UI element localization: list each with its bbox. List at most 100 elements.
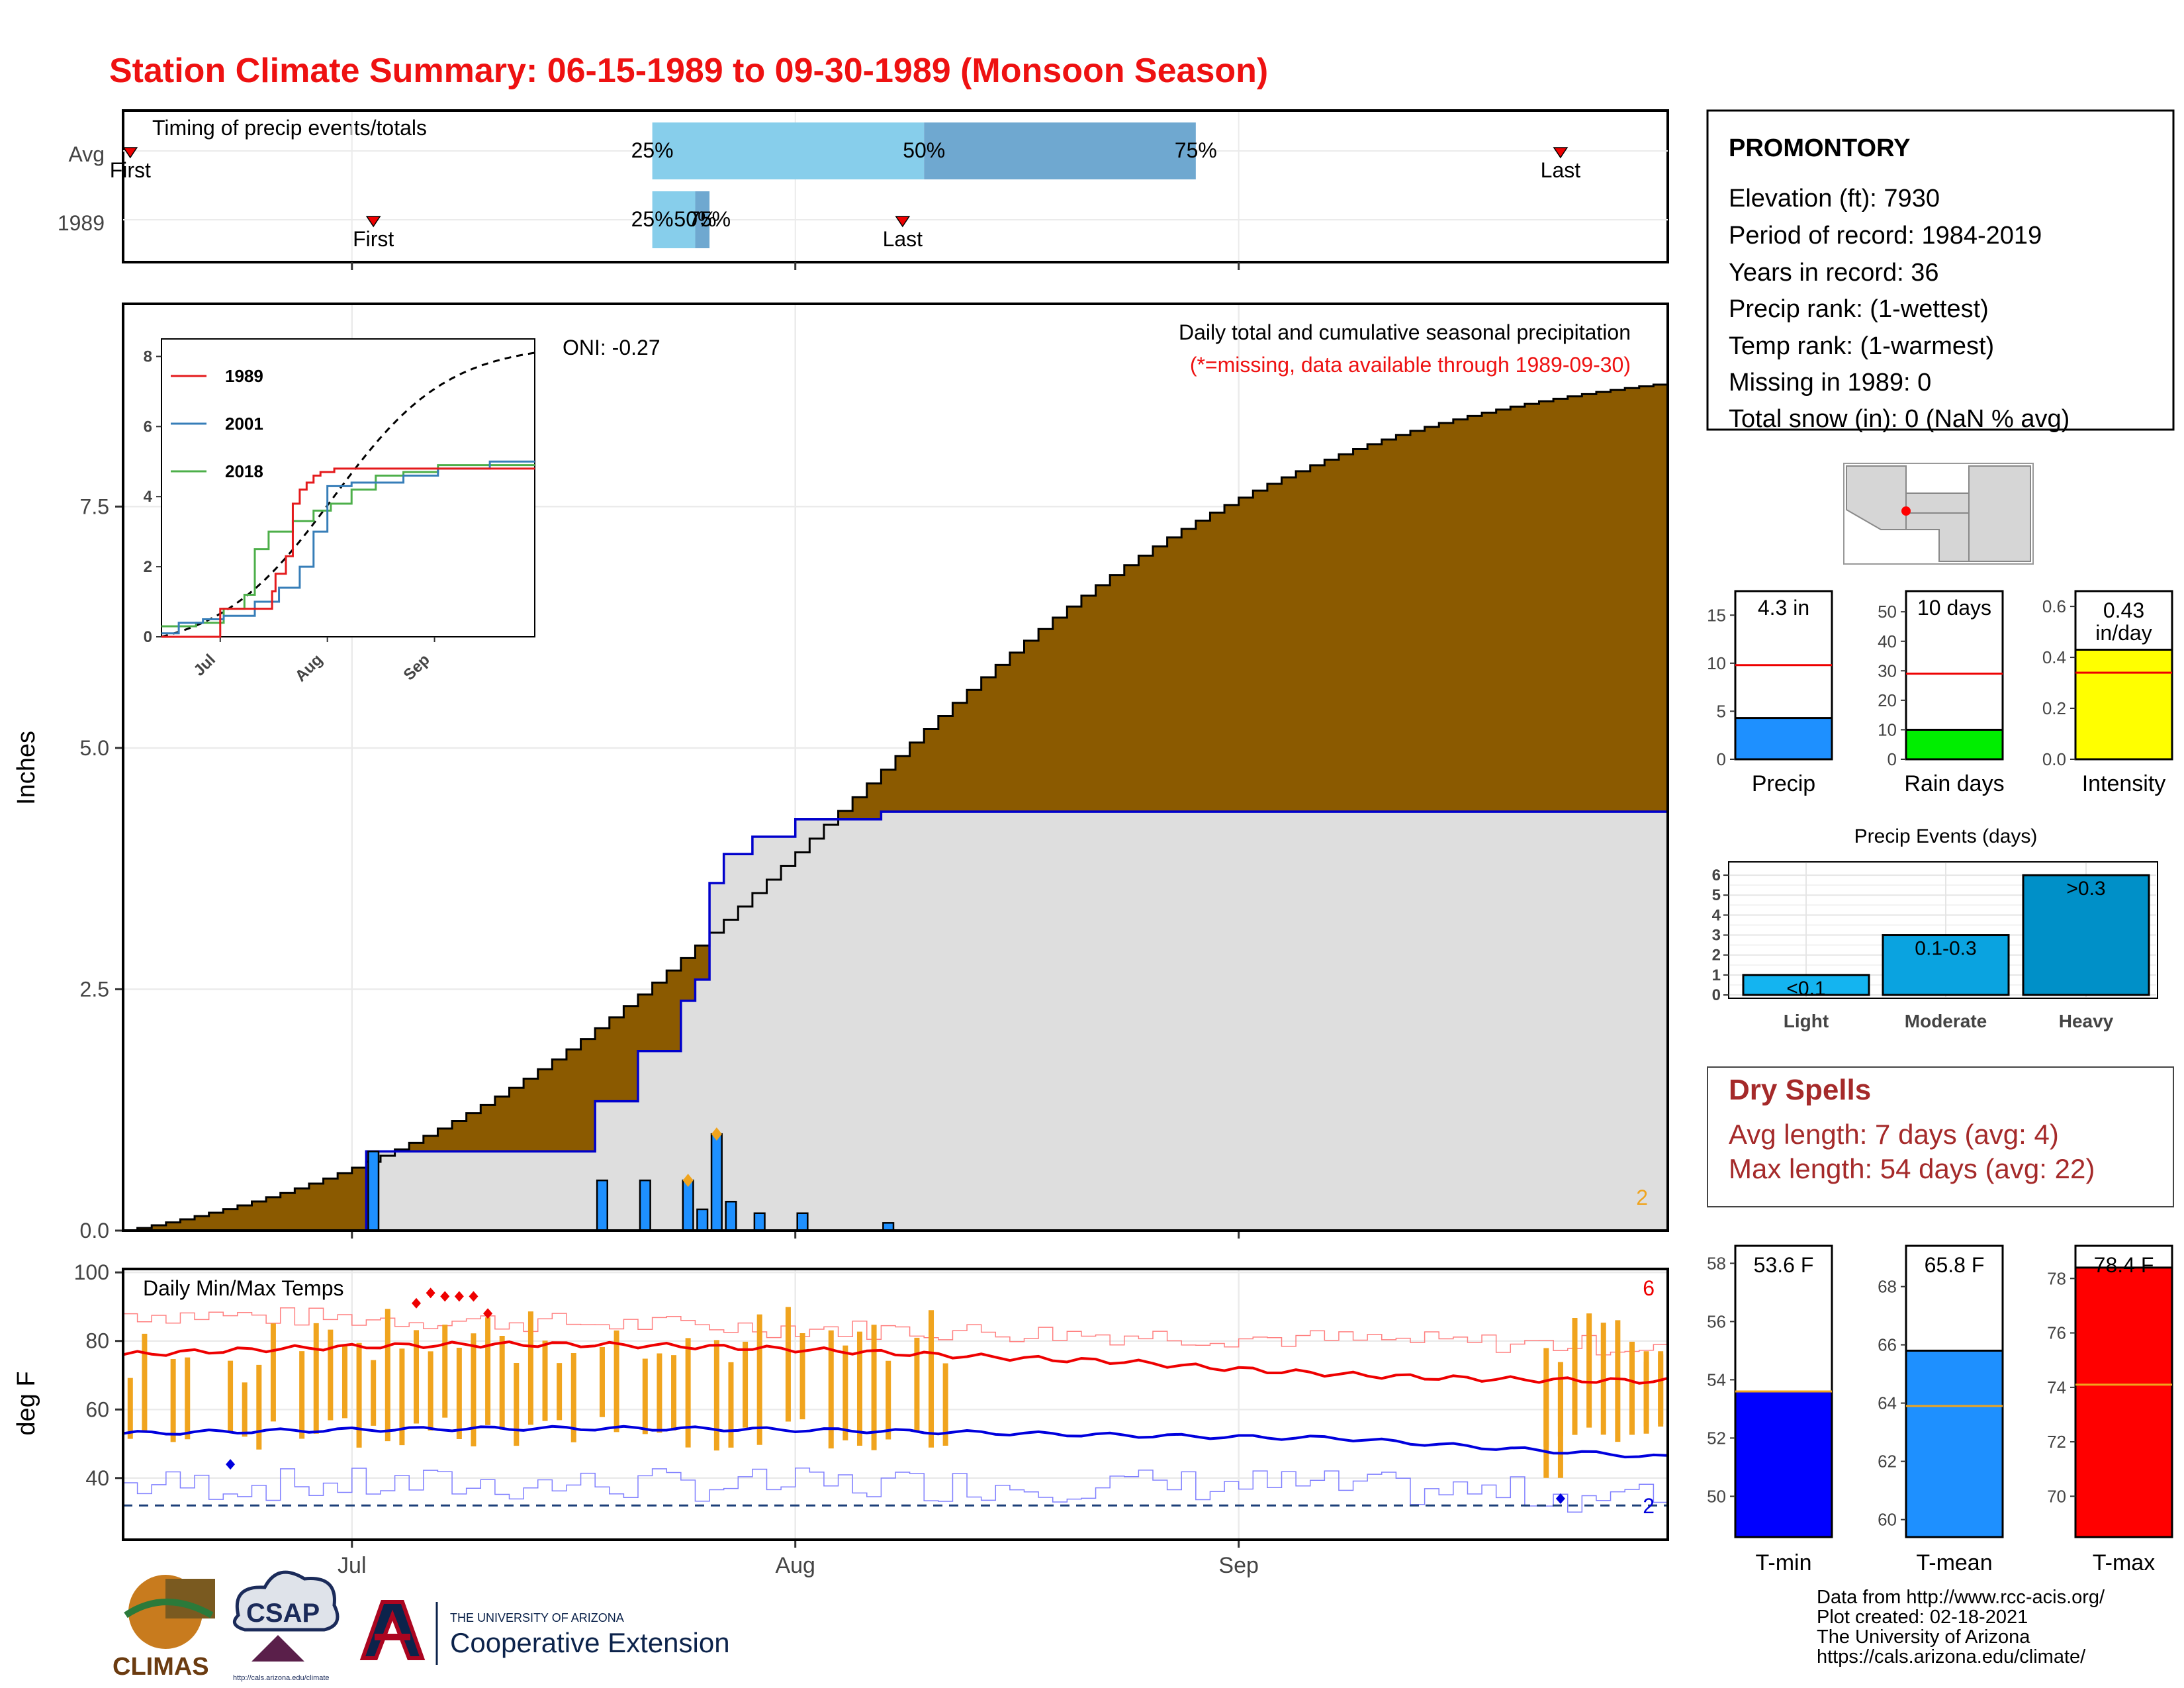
precip-panel: 0.0 2.5 5.0 7.5 Daily total and cumulative … — [13, 303, 1669, 1243]
station-frame — [1706, 109, 2175, 431]
temp-bar-t-max — [2074, 1266, 2173, 1538]
credit-plot-date: Plot created: 02-18-2021 — [1817, 1607, 2028, 1628]
inset-avg-line — [161, 352, 535, 638]
precip-y-tick-label: 7.5 — [80, 494, 109, 518]
temp-value-label: 65.8 F — [1925, 1253, 1985, 1277]
temps-y-tick-label: 100 — [74, 1260, 109, 1284]
temps-y-axis-label: deg F — [13, 1371, 40, 1435]
timing-quartile-1 — [652, 122, 925, 179]
cold-record-count: 2 — [1643, 1494, 1655, 1518]
precip-frame — [122, 303, 1669, 1232]
daily-precip-bar — [796, 1212, 809, 1232]
ua-extension: Cooperative Extension — [450, 1627, 730, 1658]
events-y-tick-label: 2 — [1712, 947, 1721, 964]
summary-y-tick-label: 50 — [1878, 602, 1897, 622]
daily-precip-bar — [639, 1179, 651, 1232]
avg-tmin-line — [122, 1425, 1668, 1459]
summary-y-tick-label: 0 — [1717, 749, 1726, 769]
temp-y-tick-label: 50 — [1707, 1486, 1726, 1506]
ua-a-mark — [359, 1600, 426, 1660]
climas-wordmark: CLIMAS — [113, 1653, 209, 1681]
ua-logo: THE UNIVERSITY OF ARIZONA Cooperative Ex… — [359, 1600, 730, 1665]
missing-count: 2 — [1636, 1186, 1648, 1209]
summary-bar-label: Rain days — [1904, 771, 2004, 796]
timing-quartile-2 — [924, 122, 1196, 179]
temp-y-tick-label: 68 — [1878, 1277, 1897, 1297]
cumulative-1989-fill — [123, 812, 1668, 1231]
dry-spells-box: Dry Spells Avg length: 7 days (avg: 4) M… — [1707, 1066, 2174, 1207]
avg-cumulative-line — [123, 383, 1668, 1232]
temp-bar-t-mean — [1905, 1349, 2004, 1538]
summary-bar-precip — [1734, 717, 1833, 761]
timing-row-avg-label: Avg — [68, 142, 105, 166]
timing-first-marker — [365, 216, 381, 228]
events-y-tick-label: 1 — [1712, 966, 1721, 984]
summary-y-tick-label: 0.4 — [2042, 647, 2066, 667]
precip-y-tick-label: 5.0 — [80, 736, 109, 760]
summary-y-tick-label: 0 — [1888, 749, 1897, 769]
dry-spells-title: Dry Spells — [1729, 1074, 1871, 1106]
inset-y-tick-label: 6 — [144, 418, 152, 436]
inset-legend-label: 2001 — [225, 414, 263, 434]
extreme-precip-marker — [711, 1127, 722, 1141]
temp-y-tick-label: 66 — [1878, 1335, 1897, 1355]
timing-quartile-2 — [695, 191, 710, 248]
missing-note: (*=missing, data available through 1989-… — [1190, 353, 1631, 377]
record-high-marker — [483, 1308, 493, 1319]
avg-tmax-line — [122, 1340, 1668, 1385]
timing-p25-label: 25% — [631, 138, 674, 162]
inset-y-tick-label: 8 — [144, 348, 152, 365]
record-high-marker — [469, 1291, 478, 1302]
summary-y-tick-label: 5 — [1717, 701, 1726, 721]
temp-y-tick-label: 72 — [2047, 1432, 2066, 1452]
daily-precip-bar — [682, 1179, 694, 1232]
events-y-tick-label: 5 — [1712, 886, 1721, 904]
temp-y-tick-label: 76 — [2047, 1323, 2066, 1343]
station-snow: Total snow (in): 0 (NaN % avg) — [1729, 405, 2070, 433]
precip-event-label: Light — [1784, 1011, 1829, 1031]
ua-a-bar — [375, 1634, 410, 1640]
temp-y-tick-label: 70 — [2047, 1486, 2066, 1506]
precip-event-value: >0.3 — [2066, 878, 2105, 900]
summary-y-tick-label: 15 — [1707, 605, 1726, 625]
station-years: Years in record: 36 — [1729, 259, 1939, 287]
cumulative-1989-line — [123, 810, 1668, 1232]
summary-bars: 0 5 10 15 4.3 in Precip 0 10 20 30 40 50 10 days Rain… — [1707, 590, 2173, 796]
record-low-marker — [1555, 1493, 1565, 1504]
station-name: PROMONTORY — [1729, 134, 1910, 162]
temp-bar-label: T-max — [2093, 1550, 2155, 1575]
record-min-line — [123, 1468, 1668, 1513]
timing-last-marker — [1553, 147, 1569, 159]
record-high-marker — [440, 1291, 450, 1302]
daily-precip-bar — [696, 1208, 709, 1232]
precip-event-value: <0.1 — [1786, 978, 1825, 1000]
timing-p75-label: 75% — [688, 207, 731, 231]
logos: CLIMAS CSAP http://cals.arizona.edu/clim… — [113, 1570, 730, 1682]
temp-y-tick-label: 74 — [2047, 1378, 2066, 1397]
page-title: Station Climate Summary: 06-15-1989 to 0… — [109, 52, 1268, 90]
station-location-marker — [1901, 506, 1911, 516]
record-high-marker — [454, 1291, 464, 1302]
events-y-tick-label: 3 — [1712, 927, 1721, 945]
precip-events-chart: Precip Events (days) 0 1 2 3 4 5 6 <0.1 Light 0.1… — [1712, 825, 2158, 1031]
summary-y-tick-label: 0.2 — [2042, 698, 2066, 718]
summary-y-tick-label: 0.0 — [2042, 749, 2066, 769]
temp-value-label: 78.4 F — [2094, 1253, 2154, 1277]
timing-last-label: Last — [1541, 158, 1581, 182]
precip-event-label: Heavy — [2059, 1011, 2114, 1031]
timing-p50-label: 50% — [674, 207, 716, 231]
temp-y-tick-label: 52 — [1707, 1428, 1726, 1448]
precip-y-tick-label: 0.0 — [80, 1219, 109, 1243]
daily-precip-bar — [596, 1179, 609, 1232]
station-missing: Missing in 1989: 0 — [1729, 369, 1931, 397]
precip-event-value: 0.1-0.3 — [1915, 938, 1976, 960]
precip-y-tick-label: 2.5 — [80, 977, 109, 1001]
precip-event-bar-light — [1742, 974, 1870, 996]
record-max-line — [123, 1307, 1668, 1356]
temp-y-tick-label: 78 — [2047, 1268, 2066, 1288]
precip-event-bar-heavy — [2022, 874, 2150, 996]
precip-y-axis-label: Inches — [13, 731, 40, 805]
precip-event-label: Moderate — [1905, 1011, 1987, 1031]
